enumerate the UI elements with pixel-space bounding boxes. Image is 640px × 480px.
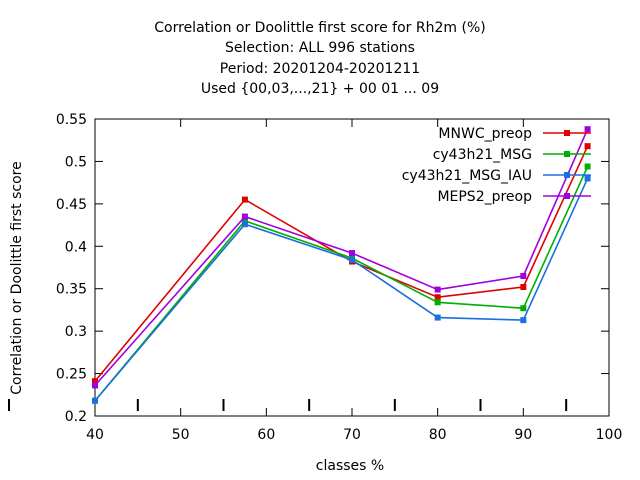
y-tick-label: 0.2 xyxy=(65,409,87,425)
data-point xyxy=(92,382,98,389)
data-point xyxy=(520,272,527,279)
title-line-3: Period: 20201204-20201211 xyxy=(219,61,421,77)
y-tick-label: 0.3 xyxy=(65,324,87,340)
data-point xyxy=(241,217,248,224)
legend: MNWC_preop cy43h21_MSG cy43h21_MSG_IAU MEPS… xyxy=(402,126,591,205)
data-point xyxy=(520,317,527,324)
data-point xyxy=(520,284,527,291)
series-line xyxy=(94,166,589,402)
y-tick-label: 0.35 xyxy=(56,282,87,298)
legend-swatch-marker xyxy=(564,130,570,136)
series-line xyxy=(94,178,589,402)
series-cy43h21_MSG_IAU xyxy=(92,175,591,404)
title-line-4: Used {00,03,...,21} + 00 01 ... 09 xyxy=(200,81,440,97)
data-point xyxy=(434,294,441,301)
y-tick-label: 0.25 xyxy=(56,367,87,383)
data-point xyxy=(241,221,248,228)
x-axis-label: classes % xyxy=(316,458,384,474)
data-point xyxy=(241,213,248,220)
legend-swatch-marker xyxy=(564,193,570,199)
data-point xyxy=(584,175,591,182)
legend-swatch-marker xyxy=(564,151,570,157)
data-point xyxy=(92,397,98,404)
data-point xyxy=(349,256,355,263)
x-tick-label: 90 xyxy=(514,427,532,443)
series-layer xyxy=(92,126,591,404)
data-point xyxy=(349,250,355,257)
x-tick-label: 50 xyxy=(172,427,190,443)
title-line-2: Selection: ALL 996 stations xyxy=(225,40,415,56)
x-tick-label: 80 xyxy=(429,427,447,443)
series-MEPS2_preop xyxy=(92,126,591,389)
x-tick-label: 70 xyxy=(343,427,361,443)
data-point xyxy=(520,305,527,312)
series-line xyxy=(94,128,589,386)
x-tick-label: 100 xyxy=(596,427,623,443)
x-tick-label: 40 xyxy=(86,427,104,443)
x-tick-label: 60 xyxy=(257,427,275,443)
data-point xyxy=(434,299,441,306)
axes: 0.2 0.25 0.3 0.35 0.4 0.45 0.5 0.55 40 50 60 70 80 90… xyxy=(8,112,623,443)
title-line-1: Correlation or Doolittle first score for… xyxy=(154,20,486,36)
data-point xyxy=(584,126,591,133)
y-tick-label: 0.5 xyxy=(65,154,87,170)
legend-label: MEPS2_preop xyxy=(437,189,532,205)
legend-label: cy43h21_MSG_IAU xyxy=(402,168,532,184)
data-point xyxy=(584,143,591,150)
data-point xyxy=(434,314,441,321)
data-point xyxy=(92,378,98,385)
legend-label: cy43h21_MSG xyxy=(433,147,532,163)
y-tick-label: 0.4 xyxy=(65,239,87,255)
y-tick-label: 0.55 xyxy=(56,112,87,128)
data-point xyxy=(434,286,441,293)
data-point xyxy=(241,196,248,203)
legend-label: MNWC_preop xyxy=(438,126,532,142)
y-axis-label: Correlation or Doolittle first score xyxy=(9,161,25,394)
legend-swatch-marker xyxy=(564,172,570,178)
y-tick-label: 0.45 xyxy=(56,197,87,213)
data-point xyxy=(584,163,591,170)
